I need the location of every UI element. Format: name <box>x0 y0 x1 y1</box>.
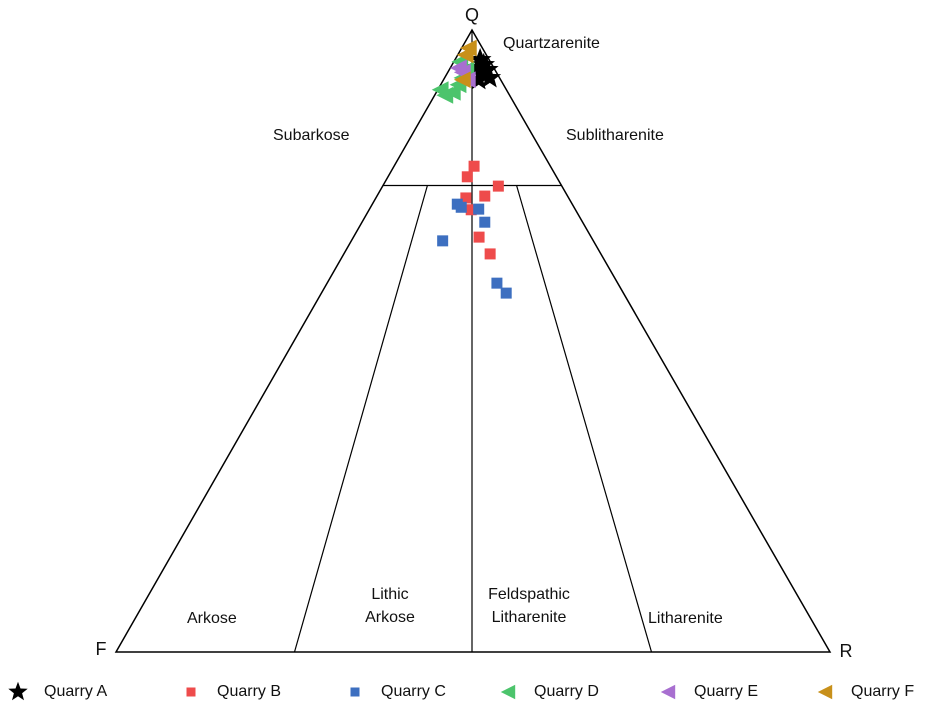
data-point <box>431 81 449 99</box>
data-point <box>473 231 485 243</box>
data-point <box>500 287 512 299</box>
data-point <box>461 171 473 183</box>
field-label: Subarkose <box>273 127 350 144</box>
legend-symbol <box>350 687 360 697</box>
legend-label: Quarry A <box>44 683 107 700</box>
data-point <box>479 216 491 228</box>
data-point <box>468 48 492 70</box>
legend-label: Quarry D <box>534 683 599 700</box>
data-point <box>472 52 495 75</box>
data-point <box>470 62 494 84</box>
data-point <box>478 66 502 88</box>
data-point <box>437 235 449 247</box>
vertex-label: R <box>840 641 853 661</box>
data-point <box>491 277 503 289</box>
data-point <box>455 201 467 213</box>
data-point <box>460 192 472 204</box>
vertex-label: Q <box>465 5 479 25</box>
data-point <box>465 204 477 216</box>
legend-label: Quarry C <box>381 683 446 700</box>
legend-symbol <box>660 684 676 700</box>
field-label: Litharenite <box>648 610 723 627</box>
legend-symbol <box>500 684 516 700</box>
data-point <box>456 46 474 64</box>
field-label: Lithic <box>371 586 408 603</box>
data-point <box>473 203 485 215</box>
data-point <box>476 57 499 80</box>
field-boundary <box>293 185 428 653</box>
triangle-frame <box>114 28 832 653</box>
field-label: Quartzarenite <box>503 35 600 52</box>
field-label: Arkose <box>187 610 237 627</box>
data-point <box>484 248 496 260</box>
data-point <box>479 190 491 202</box>
field-label: Sublitharenite <box>566 127 664 144</box>
data-point <box>449 59 467 77</box>
legend-symbol <box>8 681 28 701</box>
field-label: Arkose <box>365 609 415 626</box>
field-boundary <box>516 185 653 653</box>
legend-label: Quarry F <box>851 683 914 700</box>
field-label: Feldspathic <box>488 586 570 603</box>
legend-symbol <box>186 687 196 697</box>
legend-symbol <box>817 684 833 700</box>
vertex-label: F <box>96 639 107 659</box>
data-point <box>467 67 490 90</box>
legend-label: Quarry E <box>694 683 758 700</box>
data-point <box>468 160 480 172</box>
field-label: Litharenite <box>492 609 567 626</box>
data-point <box>492 180 504 192</box>
legend-label: Quarry B <box>217 683 281 700</box>
data-point <box>453 71 471 89</box>
